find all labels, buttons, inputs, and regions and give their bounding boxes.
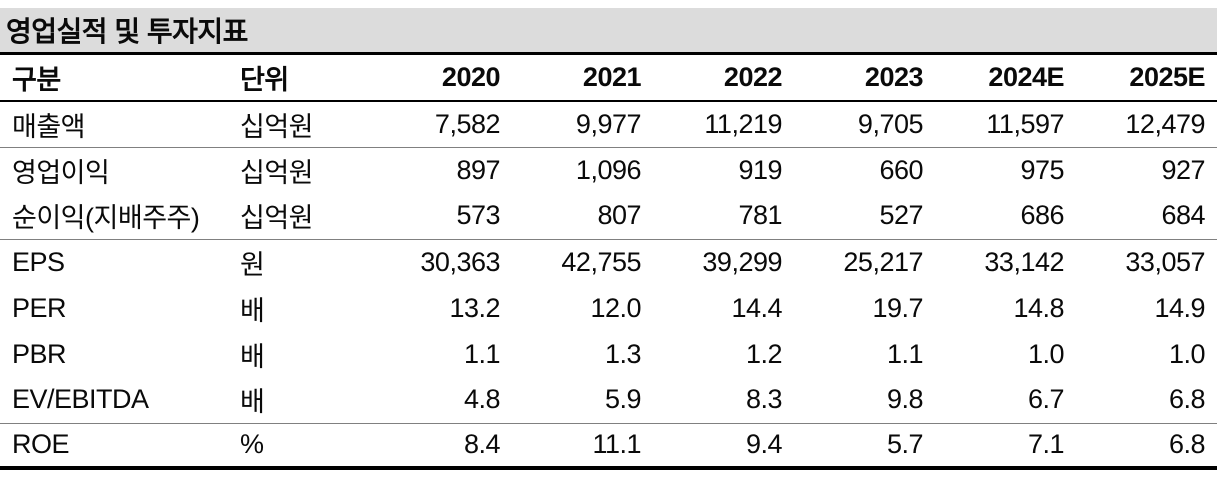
table-title-band: 영업실적 및 투자지표 bbox=[0, 8, 1217, 55]
column-header-2020: 2020 bbox=[371, 55, 512, 102]
cell-value: 9.4 bbox=[653, 423, 794, 470]
cell-value: 33,057 bbox=[1125, 246, 1205, 277]
cell-value: 7,582 bbox=[371, 101, 512, 148]
cell-value: 39,299 bbox=[702, 246, 782, 277]
cell-value: 33,142 bbox=[984, 246, 1064, 277]
cell-value: 1.2 bbox=[745, 338, 783, 369]
cell-value: 684 bbox=[1076, 193, 1217, 240]
cell-value: 30,363 bbox=[420, 246, 500, 277]
cell-value: 7.1 bbox=[935, 423, 1076, 470]
table-row-operating-profit: 영업이익 십억원 897 1,096 919 660 975 927 bbox=[0, 147, 1217, 193]
cell-value: 975 bbox=[1020, 154, 1064, 185]
cell-value: 6.7 bbox=[935, 377, 1076, 424]
table-row-eps: EPS 원 30,363 42,755 39,299 25,217 33,142… bbox=[0, 239, 1217, 285]
column-header-2021: 2021 bbox=[512, 55, 653, 102]
table-row-net-profit: 순이익(지배주주) 십억원 573 807 781 527 686 684 bbox=[0, 193, 1217, 240]
cell-value: 660 bbox=[879, 154, 923, 185]
cell-value: 11,597 bbox=[935, 101, 1076, 148]
cell-value: 12,479 bbox=[1076, 101, 1217, 148]
cell-value: 6.8 bbox=[1076, 377, 1217, 424]
cell-value: 927 bbox=[1161, 154, 1205, 185]
cell-value: 42,755 bbox=[561, 246, 641, 277]
cell-value: 919 bbox=[738, 154, 782, 185]
row-label: ROE bbox=[0, 423, 230, 470]
cell-value: 11.1 bbox=[512, 423, 653, 470]
row-unit: 십억원 bbox=[230, 101, 371, 148]
table-row-per: PER 배 13.2 12.0 14.4 19.7 14.8 14.9 bbox=[0, 285, 1217, 331]
column-header-unit: 단위 bbox=[230, 55, 371, 102]
row-label: 영업이익 bbox=[12, 157, 110, 188]
row-label: 매출액 bbox=[0, 101, 230, 148]
cell-value: 1.1 bbox=[463, 338, 501, 369]
column-header-category: 구분 bbox=[0, 55, 230, 102]
row-unit: 배 bbox=[240, 295, 265, 326]
row-label: PBR bbox=[12, 338, 67, 369]
cell-value: 6.8 bbox=[1076, 423, 1217, 470]
cell-value: 14.8 bbox=[1013, 292, 1064, 323]
table-row-roe: ROE % 8.4 11.1 9.4 5.7 7.1 6.8 bbox=[0, 423, 1217, 470]
column-header-2024e: 2024E bbox=[935, 55, 1076, 102]
cell-value: 9.8 bbox=[794, 377, 935, 424]
cell-value: 14.9 bbox=[1154, 292, 1205, 323]
cell-value: 8.3 bbox=[653, 377, 794, 424]
cell-value: 25,217 bbox=[843, 246, 923, 277]
column-header-2022: 2022 bbox=[653, 55, 794, 102]
cell-value: 11,219 bbox=[653, 101, 794, 148]
cell-value: 573 bbox=[371, 193, 512, 240]
row-label: 순이익(지배주주) bbox=[0, 193, 230, 240]
table-row-revenue: 매출액 십억원 7,582 9,977 11,219 9,705 11,597 … bbox=[0, 101, 1217, 148]
row-label: EPS bbox=[12, 246, 65, 277]
cell-value: 9,705 bbox=[794, 101, 935, 148]
cell-value: 527 bbox=[794, 193, 935, 240]
header-row: 구분 단위 2020 2021 2022 2023 2024E 2025E bbox=[0, 55, 1217, 102]
row-unit: 원 bbox=[240, 249, 265, 280]
cell-value: 1.1 bbox=[886, 338, 924, 369]
row-label: PER bbox=[12, 292, 67, 323]
cell-value: 5.9 bbox=[512, 377, 653, 424]
cell-value: 13.2 bbox=[449, 292, 500, 323]
cell-value: 686 bbox=[935, 193, 1076, 240]
cell-value: 9,977 bbox=[512, 101, 653, 148]
cell-value: 5.7 bbox=[794, 423, 935, 470]
financials-table: 구분 단위 2020 2021 2022 2023 2024E 2025E 매출… bbox=[0, 55, 1217, 470]
cell-value: 8.4 bbox=[371, 423, 512, 470]
cell-value: 1,096 bbox=[575, 154, 642, 185]
row-unit: 십억원 bbox=[240, 157, 314, 188]
cell-value: 19.7 bbox=[872, 292, 923, 323]
table-row-pbr: PBR 배 1.1 1.3 1.2 1.1 1.0 1.0 bbox=[0, 331, 1217, 377]
row-label: EV/EBITDA bbox=[0, 377, 230, 424]
row-unit: % bbox=[230, 423, 371, 470]
row-unit: 배 bbox=[230, 377, 371, 424]
table-row-ev-ebitda: EV/EBITDA 배 4.8 5.9 8.3 9.8 6.7 6.8 bbox=[0, 377, 1217, 424]
cell-value: 1.3 bbox=[604, 338, 642, 369]
cell-value: 807 bbox=[512, 193, 653, 240]
cell-value: 897 bbox=[456, 154, 500, 185]
cell-value: 1.0 bbox=[1168, 338, 1206, 369]
cell-value: 781 bbox=[653, 193, 794, 240]
cell-value: 1.0 bbox=[1027, 338, 1065, 369]
cell-value: 4.8 bbox=[371, 377, 512, 424]
column-header-2025e: 2025E bbox=[1076, 55, 1217, 102]
cell-value: 12.0 bbox=[590, 292, 641, 323]
cell-value: 14.4 bbox=[731, 292, 782, 323]
row-unit: 십억원 bbox=[230, 193, 371, 240]
row-unit: 배 bbox=[240, 341, 265, 372]
table-title: 영업실적 및 투자지표 bbox=[6, 16, 248, 47]
column-header-2023: 2023 bbox=[794, 55, 935, 102]
